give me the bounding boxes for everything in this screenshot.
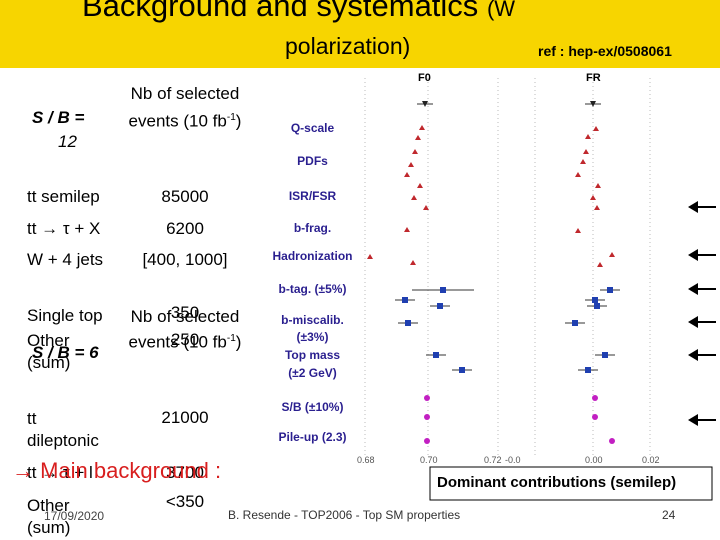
plot-label: Pile-up (2.3)	[278, 430, 347, 444]
plot-label: ISR/FSR	[288, 189, 337, 203]
cell: <350	[165, 492, 205, 511]
panel-title: FR	[586, 72, 601, 84]
cell: tt dileptonic	[27, 409, 99, 450]
plot-label: S/B (±10%)	[281, 400, 344, 414]
main-background: → Main background :	[12, 458, 222, 483]
ratio: S / B =	[32, 108, 85, 127]
tick-label: 0.68	[357, 455, 375, 465]
unit: )	[235, 332, 242, 352]
tick-label: 0.00	[585, 455, 603, 465]
cell: Single top	[27, 306, 103, 325]
unit: -1	[226, 333, 236, 344]
plot-label: (±2 GeV)	[288, 366, 337, 380]
callout-box	[429, 466, 713, 501]
unit: fb	[212, 332, 227, 352]
cell: W + 4 jets	[27, 250, 104, 269]
cell: 3700	[166, 463, 204, 482]
plot-label: b-miscalib.	[281, 313, 344, 327]
arrow-heads	[688, 201, 698, 426]
unit: )	[235, 111, 242, 131]
blue-points	[402, 287, 613, 373]
tick-label: -0.0	[505, 455, 521, 465]
footer-author: B. Resende - TOP2006 - Top SM properties	[228, 508, 461, 522]
panel-title: F0	[418, 72, 431, 84]
tick-label: 0.70	[420, 455, 438, 465]
guides	[364, 78, 651, 455]
title-text: polarization)	[285, 33, 411, 59]
callout: Dominant contributions (semilep)	[437, 474, 677, 491]
unit: -1	[226, 112, 236, 123]
title: Background and systematics (W	[82, 0, 515, 24]
tick-label: 0.02	[642, 455, 660, 465]
cell: 21000	[161, 408, 209, 427]
cell: 250	[170, 330, 200, 349]
central-points	[422, 101, 596, 107]
title-text: (W	[486, 0, 516, 21]
cell: Other (sum)	[27, 331, 71, 372]
plot-label: Q-scale	[290, 121, 335, 135]
arrows	[696, 206, 716, 421]
header-text: Nb of selected events (10	[128, 307, 240, 352]
reference: ref : hep-ex/0508061	[538, 43, 672, 59]
magenta-points	[424, 395, 615, 444]
col-header: Nb of selected events (10 fb-1)	[125, 82, 245, 134]
cell: tt semilep	[27, 187, 100, 206]
col-header: Nb of selected events (10 fb-1)	[125, 306, 245, 354]
title-text: Background and systematics	[82, 0, 479, 23]
ratio: S / B = 6	[32, 343, 99, 362]
page-number: 24	[662, 508, 676, 522]
ratio: 12	[58, 132, 77, 151]
plot-label: b-tag. (±5%)	[278, 282, 347, 296]
header-bar	[0, 0, 720, 68]
plot-label: Top mass	[284, 348, 341, 362]
cell: 85000	[161, 187, 209, 206]
cell: tt → τ + X	[27, 219, 101, 238]
cell: 350	[170, 303, 200, 322]
cell: Other (sum)	[27, 496, 71, 537]
header-text: Nb of selected events (10	[128, 84, 240, 131]
footer-date: 17/09/2020	[44, 509, 105, 523]
cell: [400, 1000]	[142, 250, 228, 269]
cell: tt → τ + l	[27, 463, 93, 482]
unit: fb	[212, 111, 227, 131]
plot-label: b-frag.	[293, 221, 332, 235]
tick-label: 0.72	[484, 455, 502, 465]
error-bars	[395, 103, 620, 371]
plot-label: Hadronization	[272, 249, 353, 263]
red-points	[367, 125, 615, 267]
cell: 6200	[166, 219, 204, 238]
plot-label: (±3%)	[296, 330, 329, 344]
plot-label: PDFs	[297, 154, 328, 168]
